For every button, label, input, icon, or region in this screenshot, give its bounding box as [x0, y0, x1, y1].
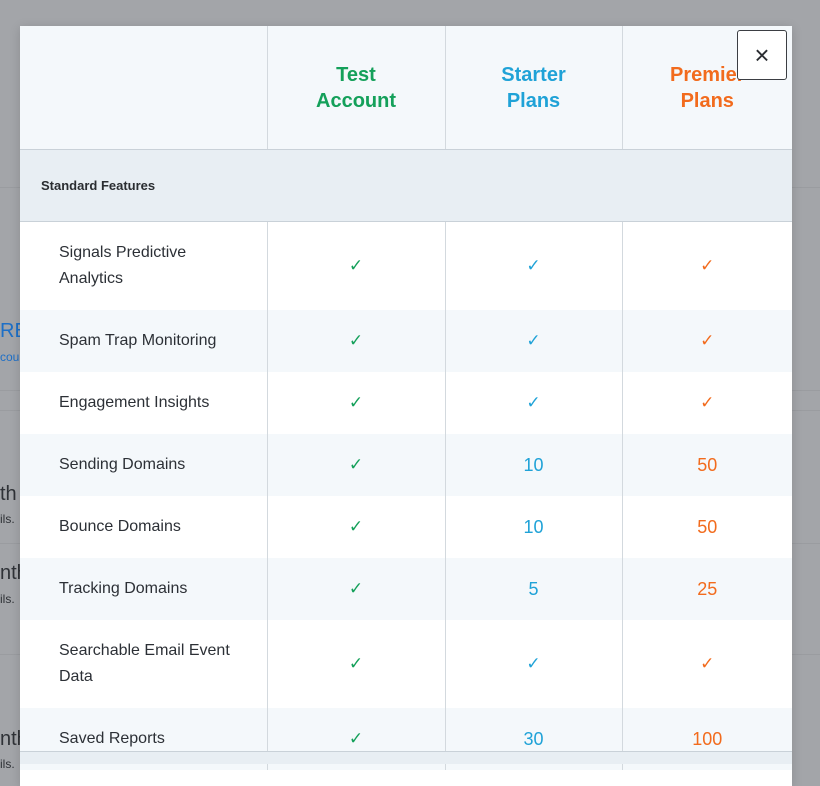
bg-text-fragment: ils. — [0, 592, 15, 606]
check-icon: ✓ — [700, 331, 715, 350]
close-button[interactable]: × — [737, 30, 787, 80]
premier-plans-value: ✓ — [621, 372, 792, 434]
starter-plans-value: ✓ — [444, 221, 622, 310]
test-account-value: ✓ — [266, 310, 445, 372]
section-header-row: Standard Features — [20, 149, 792, 222]
starter-plans-value: ✓ — [444, 310, 622, 372]
bg-text-fragment: ils. — [0, 757, 15, 771]
table-row: Spam Trap Monitoring ✓ ✓ ✓ — [20, 310, 792, 372]
premier-plans-value: 50 — [621, 434, 792, 496]
feature-name: Engagement Insights — [59, 394, 210, 411]
limit-value: 100 — [692, 728, 723, 749]
test-account-value: ✓ — [266, 558, 445, 620]
limit-value: 10 — [523, 516, 544, 537]
check-icon: ✓ — [348, 256, 364, 275]
column-header-label: Starter Plans — [501, 63, 566, 112]
table-row: Searchable Email Event Data ✓ ✓ ✓ — [20, 620, 792, 708]
premier-plans-value: ✓ — [621, 221, 792, 310]
check-icon: ✓ — [348, 517, 364, 536]
header-empty-cell — [20, 26, 267, 150]
premier-plans-value: ✓ — [621, 310, 792, 372]
limit-value: 50 — [697, 516, 718, 537]
close-icon: × — [754, 39, 770, 70]
feature-name: Signals Predictive Analytics — [59, 244, 187, 287]
column-header-label: Premier Plans — [670, 63, 745, 112]
limit-value: 10 — [523, 454, 544, 475]
check-icon: ✓ — [526, 256, 541, 275]
table-row: Bounce Domains ✓ 10 50 — [20, 496, 792, 558]
feature-name: Spam Trap Monitoring — [20, 310, 267, 372]
check-icon: ✓ — [700, 256, 715, 275]
test-account-value: ✓ — [266, 496, 445, 558]
starter-plans-value: ✓ — [444, 372, 622, 434]
check-icon: ✓ — [348, 654, 364, 673]
bg-link-fragment: RE — [0, 320, 20, 342]
check-icon: ✓ — [348, 393, 364, 412]
column-header-starter-plans: Starter Plans — [444, 26, 622, 150]
section-title: Standard Features — [20, 149, 792, 222]
check-icon: ✓ — [348, 331, 364, 350]
check-icon: ✓ — [700, 654, 715, 673]
starter-plans-value: ✓ — [444, 620, 622, 708]
test-account-value: ✓ — [266, 221, 445, 310]
next-section-header — [20, 751, 792, 764]
check-icon: ✓ — [526, 393, 541, 412]
plan-comparison-table: Test Account Starter Plans Premier Plans… — [20, 26, 792, 770]
test-account-value: ✓ — [266, 372, 445, 434]
feature-name: Tracking Domains — [20, 558, 267, 620]
limit-value: 25 — [697, 578, 718, 599]
plan-comparison-modal: Test Account Starter Plans Premier Plans… — [20, 26, 792, 786]
feature-name: Searchable Email Event Data — [59, 642, 230, 685]
check-icon: ✓ — [348, 729, 364, 748]
limit-value: 30 — [523, 728, 544, 749]
premier-plans-value: 50 — [621, 496, 792, 558]
column-header-test-account: Test Account — [266, 26, 445, 150]
column-header-label: Test Account — [316, 63, 396, 112]
check-icon: ✓ — [348, 455, 364, 474]
check-icon: ✓ — [348, 579, 364, 598]
table-row: Sending Domains ✓ 10 50 — [20, 434, 792, 496]
starter-plans-value: 5 — [444, 558, 622, 620]
table-row: Tracking Domains ✓ 5 25 — [20, 558, 792, 620]
starter-plans-value: 10 — [444, 434, 622, 496]
check-icon: ✓ — [526, 331, 541, 350]
premier-plans-value: ✓ — [621, 620, 792, 708]
limit-value: 50 — [697, 454, 718, 475]
premier-plans-value: 25 — [621, 558, 792, 620]
table-header-row: Test Account Starter Plans Premier Plans — [20, 26, 792, 150]
feature-name: Sending Domains — [20, 434, 267, 496]
bg-text-fragment: ils. — [0, 512, 15, 526]
column-header-premier-plans: Premier Plans — [621, 26, 792, 150]
table-row: Signals Predictive Analytics ✓ ✓ ✓ — [20, 221, 792, 310]
bg-text-fragment: nth — [0, 728, 20, 750]
bg-link-fragment: cou — [0, 350, 20, 364]
table-row: Engagement Insights ✓ ✓ ✓ — [20, 372, 792, 434]
starter-plans-value: 10 — [444, 496, 622, 558]
feature-name: Bounce Domains — [59, 518, 181, 535]
test-account-value: ✓ — [266, 434, 445, 496]
bg-text-fragment: nth — [0, 562, 20, 584]
check-icon: ✓ — [700, 393, 715, 412]
bg-text-fragment: th — [0, 483, 17, 505]
test-account-value: ✓ — [266, 620, 445, 708]
check-icon: ✓ — [526, 654, 541, 673]
limit-value: 5 — [528, 578, 539, 599]
